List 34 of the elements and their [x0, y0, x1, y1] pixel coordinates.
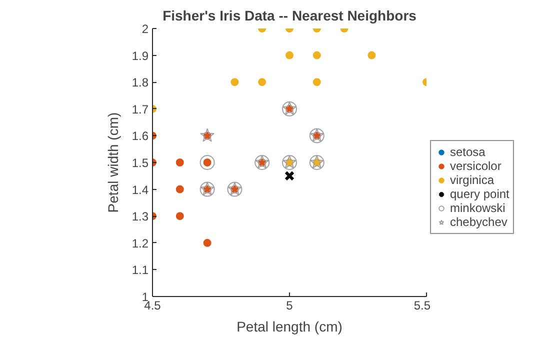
point	[258, 78, 266, 86]
y-tick-label: 1.5	[132, 156, 149, 170]
point	[203, 238, 212, 247]
y-tick-label: 1.9	[132, 48, 149, 63]
point	[286, 51, 294, 60]
legend-label: virginica	[450, 173, 494, 187]
y-tick-label: 1.2	[132, 236, 149, 250]
point	[200, 155, 215, 170]
point	[312, 51, 321, 60]
legend-label: query point	[450, 187, 510, 201]
point	[312, 78, 321, 86]
legend-label: versicolor	[450, 159, 502, 173]
legend-label: minkowski	[450, 201, 506, 215]
y-tick-label: 1.1	[132, 263, 149, 278]
point	[176, 212, 184, 220]
legend-label: chebychev	[450, 215, 508, 229]
legend-label: setosa	[450, 145, 486, 159]
point	[368, 51, 376, 60]
x-tick-label: 5.5	[414, 298, 431, 312]
point	[284, 170, 295, 181]
y-tick-label: 1.8	[132, 76, 149, 90]
point	[176, 158, 184, 166]
y-tick-label: 1.6	[132, 129, 149, 144]
y-axis-title: Petal width (cm)	[104, 112, 121, 213]
chart-title: Fisher's Iris Data -- Nearest Neighbors	[162, 8, 417, 24]
point	[200, 128, 214, 142]
x-tick-label: 5	[286, 298, 294, 312]
point	[230, 78, 239, 86]
y-tick-label: 1.3	[132, 210, 149, 224]
y-tick-label: 2	[142, 22, 149, 36]
x-axis-title: Petal length (cm)	[236, 318, 342, 334]
point	[176, 185, 184, 194]
y-tick-label: 1.4	[132, 182, 149, 197]
y-tick-label: 1.7	[132, 102, 149, 116]
